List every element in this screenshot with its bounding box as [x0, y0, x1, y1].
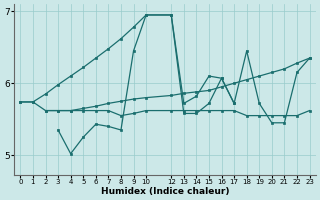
X-axis label: Humidex (Indice chaleur): Humidex (Indice chaleur) — [101, 187, 229, 196]
